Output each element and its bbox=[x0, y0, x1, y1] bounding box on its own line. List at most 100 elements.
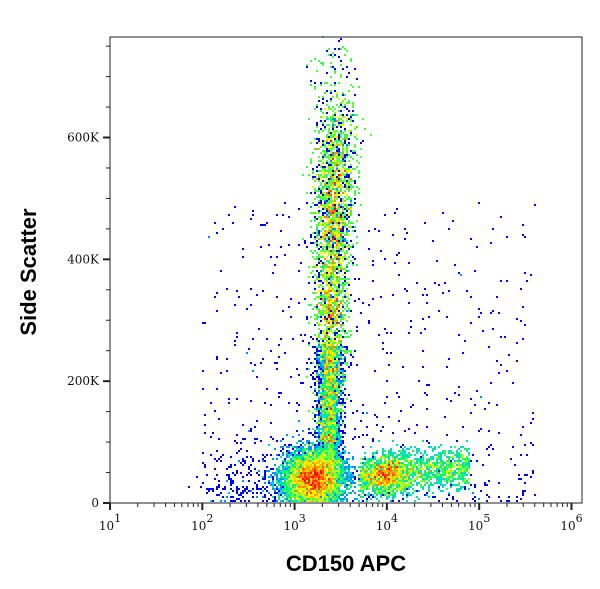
density-bin bbox=[350, 226, 352, 228]
density-bin bbox=[392, 500, 394, 502]
density-bin bbox=[464, 458, 466, 460]
density-bin bbox=[292, 458, 294, 460]
density-bin bbox=[314, 466, 316, 468]
density-bin bbox=[342, 384, 344, 386]
density-bin bbox=[322, 458, 324, 460]
density-bin bbox=[310, 454, 312, 456]
density-bin bbox=[338, 498, 340, 500]
density-bin bbox=[382, 426, 384, 428]
density-bin bbox=[338, 330, 340, 332]
density-bin bbox=[320, 302, 322, 304]
density-bin bbox=[332, 110, 334, 112]
density-bin bbox=[332, 434, 334, 436]
density-bin bbox=[328, 320, 330, 322]
density-bin bbox=[532, 470, 534, 472]
density-bin bbox=[264, 482, 266, 484]
density-bin bbox=[336, 236, 338, 238]
density-bin bbox=[330, 500, 332, 502]
density-bin bbox=[458, 490, 460, 492]
density-bin bbox=[286, 490, 288, 492]
density-bin bbox=[396, 454, 398, 456]
density-bin bbox=[426, 408, 428, 410]
density-bin bbox=[394, 476, 396, 478]
density-bin bbox=[342, 274, 344, 276]
density-bin bbox=[322, 488, 324, 490]
density-bin bbox=[324, 120, 326, 122]
density-bin bbox=[326, 178, 328, 180]
density-bin bbox=[406, 290, 408, 292]
density-bin bbox=[454, 484, 456, 486]
density-bin bbox=[330, 438, 332, 440]
density-bin bbox=[324, 170, 326, 172]
density-bin bbox=[338, 262, 340, 264]
density-bin bbox=[330, 340, 332, 342]
density-bin bbox=[444, 484, 446, 486]
density-bin bbox=[280, 392, 282, 394]
density-bin bbox=[322, 350, 324, 352]
density-bin bbox=[238, 450, 240, 452]
density-bin bbox=[326, 176, 328, 178]
density-bin bbox=[342, 102, 344, 104]
density-bin bbox=[352, 152, 354, 154]
density-bin bbox=[344, 496, 346, 498]
density-bin bbox=[332, 414, 334, 416]
density-bin bbox=[436, 480, 438, 482]
density-bin bbox=[350, 150, 352, 152]
density-bin bbox=[324, 264, 326, 266]
density-bin bbox=[264, 224, 266, 226]
density-bin bbox=[336, 366, 338, 368]
density-bin bbox=[404, 288, 406, 290]
density-bin bbox=[392, 498, 394, 500]
density-bin bbox=[346, 108, 348, 110]
density-bin bbox=[326, 434, 328, 436]
density-bin bbox=[216, 310, 218, 312]
density-bin bbox=[330, 462, 332, 464]
density-bin bbox=[276, 482, 278, 484]
density-bin bbox=[326, 356, 328, 358]
density-bin bbox=[326, 486, 328, 488]
density-bin bbox=[326, 222, 328, 224]
density-bin bbox=[364, 462, 366, 464]
density-bin bbox=[438, 478, 440, 480]
density-bin bbox=[332, 320, 334, 322]
density-bin bbox=[340, 212, 342, 214]
density-bin bbox=[322, 474, 324, 476]
density-bin bbox=[330, 278, 332, 280]
density-bin bbox=[388, 450, 390, 452]
density-bin bbox=[342, 206, 344, 208]
density-bin bbox=[262, 478, 264, 480]
density-bin bbox=[262, 486, 264, 488]
density-bin bbox=[320, 218, 322, 220]
density-bin bbox=[382, 478, 384, 480]
density-bin bbox=[316, 178, 318, 180]
density-bin bbox=[456, 456, 458, 458]
density-bin bbox=[446, 460, 448, 462]
density-bin bbox=[330, 472, 332, 474]
density-bin bbox=[342, 288, 344, 290]
density-bin bbox=[356, 364, 358, 366]
density-bin bbox=[336, 210, 338, 212]
density-bin bbox=[328, 236, 330, 238]
density-bin bbox=[470, 484, 472, 486]
density-bin bbox=[308, 322, 310, 324]
density-bin bbox=[330, 468, 332, 470]
density-bin bbox=[322, 426, 324, 428]
density-bin bbox=[330, 400, 332, 402]
density-bin bbox=[404, 486, 406, 488]
density-bin bbox=[316, 392, 318, 394]
density-bin bbox=[322, 482, 324, 484]
density-bin bbox=[316, 466, 318, 468]
density-bin bbox=[334, 488, 336, 490]
density-bin bbox=[348, 196, 350, 198]
density-bin bbox=[330, 302, 332, 304]
density-bin bbox=[314, 274, 316, 276]
density-bin bbox=[344, 314, 346, 316]
density-bin bbox=[336, 190, 338, 192]
density-bin bbox=[426, 454, 428, 456]
density-bin bbox=[336, 158, 338, 160]
density-bin bbox=[294, 478, 296, 480]
density-bin bbox=[368, 466, 370, 468]
density-bin bbox=[444, 474, 446, 476]
density-bin bbox=[262, 490, 264, 492]
density-bin bbox=[330, 464, 332, 466]
